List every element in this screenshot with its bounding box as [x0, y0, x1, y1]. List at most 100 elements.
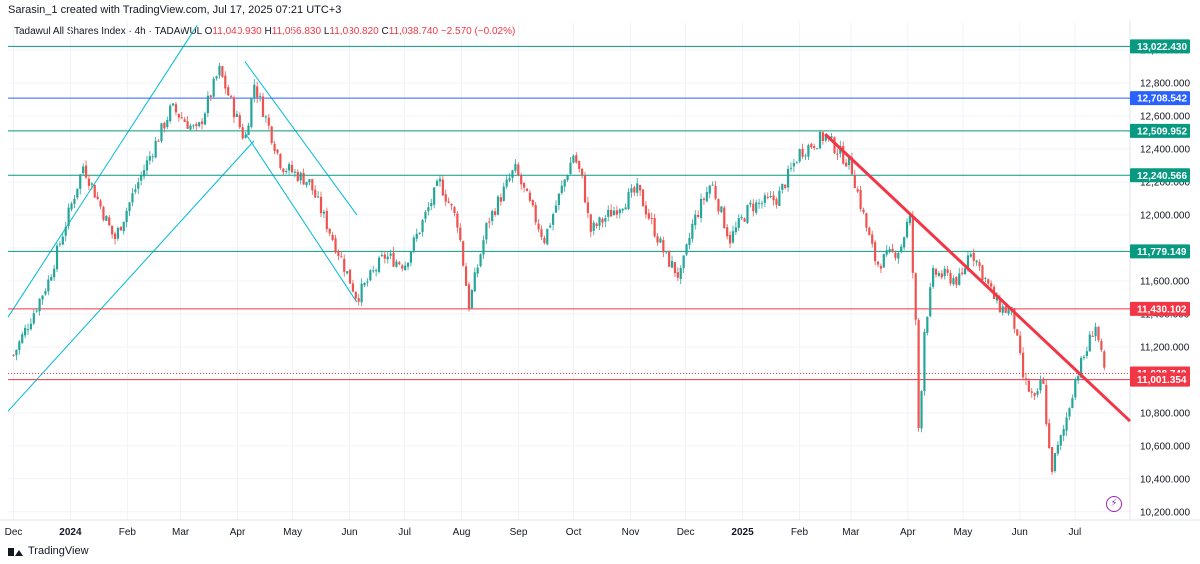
candle-body [821, 132, 824, 142]
candle-body [177, 113, 180, 118]
candle-body [789, 167, 793, 169]
channel-line [7, 140, 255, 412]
candle-body [682, 255, 685, 269]
time-tick-label: Oct [566, 527, 582, 538]
candle-body [647, 213, 650, 219]
candle-body [792, 163, 795, 167]
candle-body [990, 283, 993, 287]
price-chart-svg[interactable]: 13,000.00012,800.00012,600.00012,400.000… [0, 20, 1200, 540]
channel-line [244, 132, 358, 303]
candle-body [264, 116, 267, 118]
candle-body [1077, 375, 1080, 381]
candle-body [592, 222, 595, 231]
price-tick-label: 10,800.000 [1140, 408, 1190, 419]
price-level-label: 11,430.102 [1137, 304, 1187, 315]
candle-body [334, 238, 337, 253]
candle-body [627, 192, 630, 209]
candle-body [441, 179, 444, 196]
candle-body [250, 98, 253, 127]
candle-body [891, 248, 894, 252]
candle-body [140, 175, 143, 181]
candle-body [108, 217, 111, 226]
candle-body [1068, 408, 1071, 417]
candle-body [540, 229, 543, 237]
candle-body [24, 327, 27, 336]
candle-body [1056, 444, 1059, 454]
price-level-badge [1130, 91, 1190, 106]
candle-body [517, 164, 520, 176]
candle-body [612, 210, 616, 216]
time-tick-label: Dec [5, 527, 23, 538]
candle-body [566, 175, 569, 181]
candle-body [319, 196, 323, 214]
candle-body [1048, 423, 1051, 449]
candle-body [607, 209, 610, 217]
candle-body [963, 268, 967, 274]
candle-body [537, 223, 540, 230]
candle-body [946, 269, 949, 273]
candle-body [467, 284, 471, 310]
candle-body [726, 227, 729, 237]
candle-body [772, 195, 775, 201]
chart-area[interactable]: 13,000.00012,800.00012,600.00012,400.000… [0, 20, 1200, 540]
time-tick-label: 2024 [59, 527, 82, 538]
candle-body [966, 255, 970, 270]
candle-body [395, 261, 398, 267]
candle-body [285, 170, 288, 172]
candle-body [64, 226, 67, 236]
candle-body [485, 222, 488, 240]
candle-body [99, 200, 102, 207]
candle-body [206, 95, 209, 114]
candle-body [760, 203, 764, 205]
candle-body [508, 178, 511, 181]
candle-body [569, 162, 572, 175]
candle-body [876, 261, 880, 265]
candle-body [961, 272, 964, 275]
candle-body [543, 237, 546, 244]
candle-body [348, 269, 352, 284]
candle-body [691, 223, 694, 239]
candle-body [29, 323, 33, 330]
time-tick-label: May [283, 527, 302, 538]
candle-body [1030, 391, 1033, 393]
candle-body [337, 250, 340, 256]
candle-body [482, 240, 485, 255]
candle-body [888, 248, 891, 252]
candle-body [813, 146, 816, 148]
candle-body [261, 96, 265, 117]
candle-body [433, 187, 436, 205]
candle-body [47, 279, 50, 292]
candle-body [949, 273, 952, 284]
candle-body [308, 179, 311, 183]
candle-body [897, 252, 900, 259]
candle-body [389, 253, 392, 256]
candle-body [409, 252, 413, 263]
candle-body [995, 296, 999, 301]
candle-body [720, 206, 723, 213]
low-value: 11,030.820 [329, 26, 379, 37]
lightning-icon[interactable]: ⚡ [1106, 496, 1122, 512]
candle-body [554, 205, 558, 213]
symbol-name[interactable]: Tadawul All Shares Index · 4h · TADAWUL [14, 26, 202, 37]
candle-body [1045, 384, 1048, 425]
price-tick-label: 12,600.000 [1140, 111, 1190, 122]
price-tick-label: 12,200.000 [1140, 177, 1190, 188]
close-value: 11,038.740 [388, 26, 439, 37]
high-value: 11,056.830 [271, 26, 322, 37]
candle-body [12, 354, 15, 356]
candle-body [363, 282, 366, 286]
candle-body [798, 149, 801, 162]
candle-body [357, 298, 360, 302]
candle-body [273, 143, 276, 152]
candle-body [708, 185, 711, 194]
candle-body [685, 244, 688, 255]
candle-body [601, 218, 604, 223]
high-label: H [264, 26, 272, 37]
candle-body [551, 214, 555, 225]
candle-body [746, 204, 749, 223]
candle-body [270, 126, 273, 144]
candle-body [113, 233, 117, 240]
tradingview-logo-icon [8, 546, 24, 556]
price-tick-label: 12,000.000 [1140, 210, 1190, 221]
candle-body [740, 217, 743, 219]
